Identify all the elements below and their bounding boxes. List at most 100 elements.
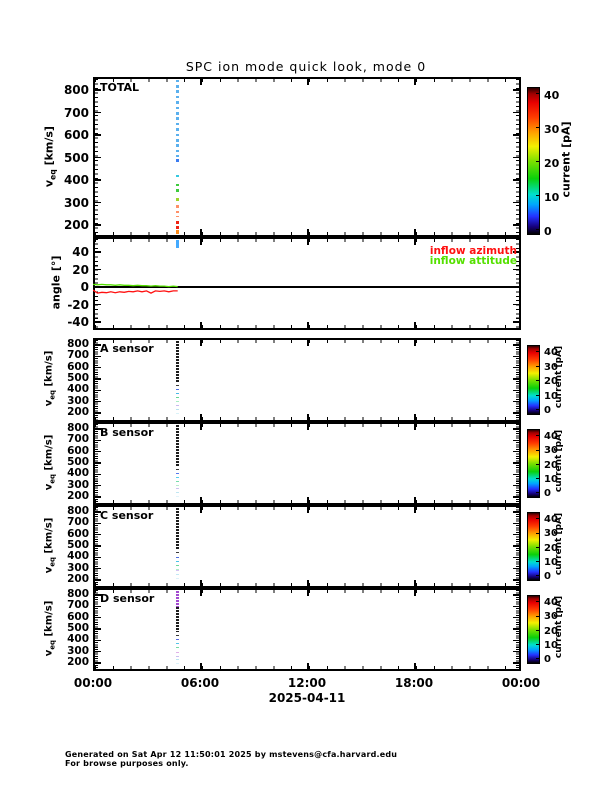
angle-x-major-tick — [307, 239, 309, 245]
d-colorbar-tick-label: 30 — [544, 611, 558, 623]
b-ytick-mark — [95, 450, 101, 453]
total-x-major-tick — [414, 229, 416, 235]
b-data-segment — [176, 436, 179, 439]
d-colorbar-tick-mark — [536, 615, 540, 617]
b-panel-label: B sensor — [100, 426, 154, 439]
c-colorbar-tick-mark — [536, 575, 540, 577]
a-ytick-mark — [95, 400, 101, 403]
c-colorbar-tick-mark — [536, 546, 540, 548]
c-x-major-tick — [200, 507, 202, 513]
c-colorbar-tick-label: 40 — [544, 514, 558, 525]
a-colorbar-tick-mark — [536, 409, 540, 411]
a-data-segment — [176, 361, 179, 364]
d-x-major-tick — [414, 663, 416, 669]
b-data-segment — [176, 484, 179, 486]
total-ytick-mark — [95, 134, 101, 136]
d-ytick-mark — [95, 639, 101, 642]
x-axis-tick-label: 12:00 — [287, 676, 327, 690]
c-ytick-label: 600 — [67, 527, 89, 540]
c-colorbar-tick-mark — [536, 518, 540, 520]
x-axis-tick-label: 00:00 — [73, 676, 113, 690]
angle-ytick-mark — [513, 321, 519, 323]
c-x-major-tick — [519, 507, 521, 513]
d-data-segment — [176, 659, 179, 661]
total-x-major-tick — [519, 229, 521, 235]
c-x-major-tick — [93, 507, 95, 513]
b-data-segment — [176, 442, 179, 445]
b-plotbox — [93, 422, 521, 505]
a-ytick-mark — [513, 389, 519, 392]
total-data-segment — [176, 183, 179, 187]
total-data-segment — [176, 210, 179, 214]
d-colorbar-tick-label: 0 — [544, 654, 551, 665]
b-ytick-mark — [513, 439, 519, 442]
b-colorbar-tick-mark — [536, 449, 540, 451]
c-data-segment — [176, 570, 179, 572]
total-ytick-mark — [513, 156, 519, 159]
d-data-segment — [176, 593, 179, 596]
d-colorbar-tick-mark — [536, 601, 540, 603]
d-ytick-mark — [95, 594, 101, 596]
b-colorbar-tick-label: 30 — [544, 445, 558, 457]
a-data-segment — [176, 393, 179, 395]
b-ytick-label: 600 — [67, 444, 89, 457]
a-ytick-mark — [95, 366, 101, 369]
angle-series-inflow-attitude — [93, 283, 178, 288]
d-ytick-label: 500 — [67, 621, 89, 634]
c-data-segment — [176, 546, 179, 549]
d-data-segment — [176, 599, 179, 602]
total-ytick-label: 200 — [63, 218, 89, 232]
d-colorbar-label: current [pA] — [554, 595, 564, 658]
angle-ytick-mark — [513, 303, 519, 306]
a-ytick-label: 800 — [67, 338, 89, 350]
b-data-segment — [176, 460, 179, 463]
d-data-segment — [176, 613, 179, 615]
c-data-segment — [176, 552, 179, 554]
total-ytick-mark — [95, 224, 101, 226]
angle-x-major-tick — [200, 322, 202, 328]
a-colorbar-tick-label: 20 — [544, 376, 558, 387]
c-x-major-tick — [414, 507, 416, 513]
d-x-major-tick — [519, 663, 521, 669]
total-x-major-tick — [307, 229, 309, 235]
b-ytick-mark — [513, 450, 519, 453]
total-ytick-mark — [513, 111, 519, 114]
total-colorbar-tick-label: 40 — [544, 89, 560, 102]
total-data-segment — [176, 84, 179, 88]
b-colorbar — [527, 429, 540, 498]
a-minor-ticks-left — [95, 340, 98, 420]
c-data-segment — [176, 531, 179, 534]
total-x-major-tick — [200, 79, 202, 85]
angle-ytick-label: 20 — [72, 262, 89, 277]
total-colorbar-tick-label: 10 — [544, 191, 560, 204]
c-data-segment — [176, 513, 179, 516]
a-data-segment — [176, 346, 179, 349]
c-data-segment — [176, 525, 179, 528]
a-colorbar-tick-label: 10 — [544, 390, 558, 402]
c-ytick-mark — [513, 579, 519, 581]
b-data-segment — [176, 448, 179, 451]
d-ytick-label: 200 — [67, 655, 89, 668]
b-data-segment — [176, 424, 179, 427]
total-colorbar-tick-mark — [536, 229, 540, 231]
c-x-major-tick — [307, 580, 309, 586]
c-x-major-tick — [200, 580, 202, 586]
b-colorbar-tick-mark — [536, 463, 540, 465]
total-data-segment — [176, 189, 179, 192]
b-ytick-mark — [95, 428, 101, 430]
c-ytick-mark — [95, 556, 101, 559]
a-minor-ticks-right — [516, 340, 519, 420]
b-colorbar-tick-label: 0 — [544, 488, 551, 499]
b-data-segment — [176, 457, 179, 460]
c-ytick-mark — [95, 579, 101, 581]
d-data-segment — [176, 616, 179, 618]
a-colorbar-tick-label: 30 — [544, 361, 558, 373]
b-data-segment — [176, 495, 179, 497]
legend-inflow-attitude: inflow attitude — [429, 255, 517, 267]
d-ytick-mark — [95, 662, 101, 664]
b-data-segment — [176, 488, 179, 490]
d-ytick-mark — [95, 605, 101, 608]
c-colorbar — [527, 512, 540, 581]
c-data-segment — [176, 540, 179, 543]
angle-plotbox — [93, 237, 521, 330]
